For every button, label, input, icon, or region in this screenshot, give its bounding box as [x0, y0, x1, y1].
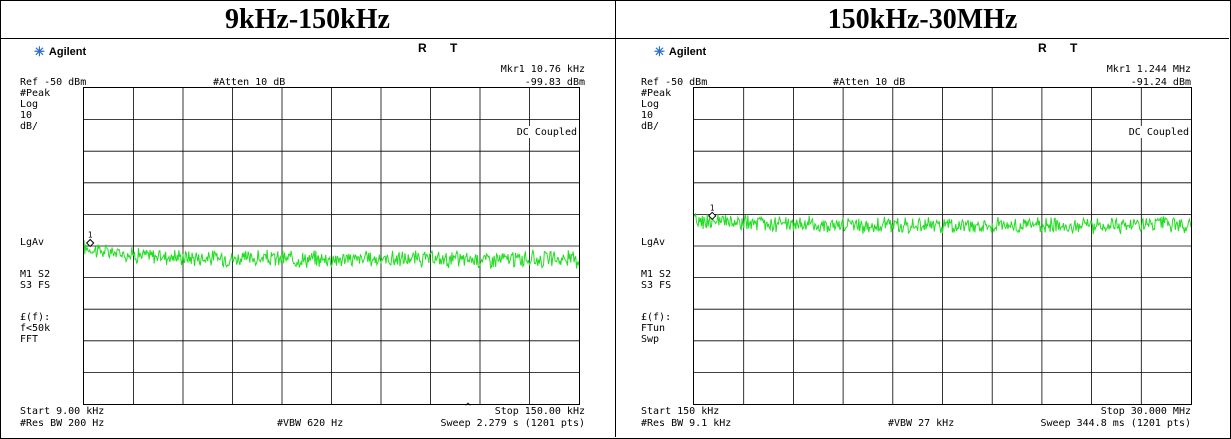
marker-readout: Mkr1 10.76 kHz [500, 64, 585, 75]
spectrum-trace [694, 213, 1191, 235]
brand: ✳ Agilent [34, 44, 86, 60]
caret-mark: ^ [465, 402, 472, 413]
sweep-label: Sweep 344.8 ms (1201 pts) [1040, 418, 1191, 429]
rt-indicator: R T [418, 41, 468, 55]
side-label-peak: #Peak [641, 88, 672, 99]
panel-left: 9kHz-150kHz ✳ Agilent R T Mkr1 10.76 kHz… [0, 0, 616, 437]
panel-right: 150kHz-30MHz ✳ Agilent R T Mkr1 1.244 MH… [616, 0, 1229, 437]
ref-level: Ref -50 dBm [20, 77, 87, 88]
sweep-label: Sweep 2.279 s (1201 pts) [440, 418, 586, 429]
start-freq: Start 9.00 kHz [20, 406, 105, 417]
atten-label: #Atten 10 dB [213, 77, 286, 88]
dc-coupled-label: DC Coupled [517, 127, 577, 138]
dc-coupled-bg [509, 126, 577, 138]
rbw-label: #Res BW 200 Hz [20, 418, 105, 429]
ef-sub-1: FTun [641, 323, 666, 334]
plot-area: DC Coupled 1 [693, 87, 1192, 405]
side-label-db: dB/ [641, 121, 660, 132]
side-label-db: dB/ [20, 121, 39, 132]
start-freq: Start 150 kHz [641, 406, 720, 417]
s3-label: S3 FS [20, 280, 51, 291]
agilent-star-icon: ✳ [654, 44, 665, 59]
panel-header: 150kHz-30MHz [616, 0, 1229, 39]
marker-diamond [85, 238, 95, 248]
ef-label: £(f): [641, 312, 672, 323]
brand-label: Agilent [48, 46, 87, 58]
m1-label: M1 S2 [20, 269, 51, 280]
ef-sub-2: Swp [641, 334, 660, 345]
spectrum-chart: DC Coupled 1 [84, 88, 579, 404]
stop-freq: Stop 150.00 kHz [494, 406, 585, 417]
rt-indicator: R T [1038, 41, 1088, 55]
ef-label: £(f): [20, 312, 51, 323]
vbw-label: #VBW 27 kHz [888, 418, 955, 429]
brand: ✳ Agilent [654, 44, 706, 60]
side-label-scale: 10 [641, 110, 654, 121]
marker-number: 1 [88, 230, 93, 239]
brand-label: Agilent [668, 46, 707, 58]
ref-level: Ref -50 dBm [641, 77, 708, 88]
side-label-peak: #Peak [20, 88, 51, 99]
marker-readout: Mkr1 1.244 MHz [1106, 64, 1191, 75]
spectrum-trace [84, 240, 579, 270]
marker-diamond [708, 211, 717, 221]
side-label-scale: 10 [20, 110, 33, 121]
ef-sub-1: f<50k [20, 323, 51, 334]
rbw-label: #Res BW 9.1 kHz [641, 418, 732, 429]
lgav-label: LgAv [20, 237, 45, 248]
lgav-label: LgAv [641, 237, 666, 248]
plot-area: DC Coupled 1 [83, 87, 580, 405]
side-label-log: Log [20, 99, 39, 110]
ef-sub-2: FFT [20, 334, 39, 345]
panel-header: 9kHz-150kHz [0, 0, 615, 39]
marker-value: -99.83 dBm [524, 77, 585, 88]
s3-label: S3 FS [641, 280, 672, 291]
m1-label: M1 S2 [641, 269, 672, 280]
marker-value: -91.24 dBm [1130, 77, 1191, 88]
dc-coupled-label: DC Coupled [1129, 127, 1189, 138]
dc-coupled-bg [1121, 126, 1189, 138]
marker-number: 1 [710, 203, 715, 212]
agilent-star-icon: ✳ [34, 44, 45, 59]
analyzer-screen: ✳ Agilent R T Mkr1 1.244 MHz Ref -50 dBm… [616, 39, 1229, 437]
atten-label: #Atten 10 dB [833, 77, 906, 88]
analyzer-screen: ✳ Agilent R T Mkr1 10.76 kHz Ref -50 dBm… [0, 39, 615, 437]
spectrum-chart: DC Coupled 1 [694, 88, 1191, 404]
vbw-label: #VBW 620 Hz [277, 418, 344, 429]
side-label-log: Log [641, 99, 660, 110]
stop-freq: Stop 30.000 MHz [1100, 406, 1191, 417]
